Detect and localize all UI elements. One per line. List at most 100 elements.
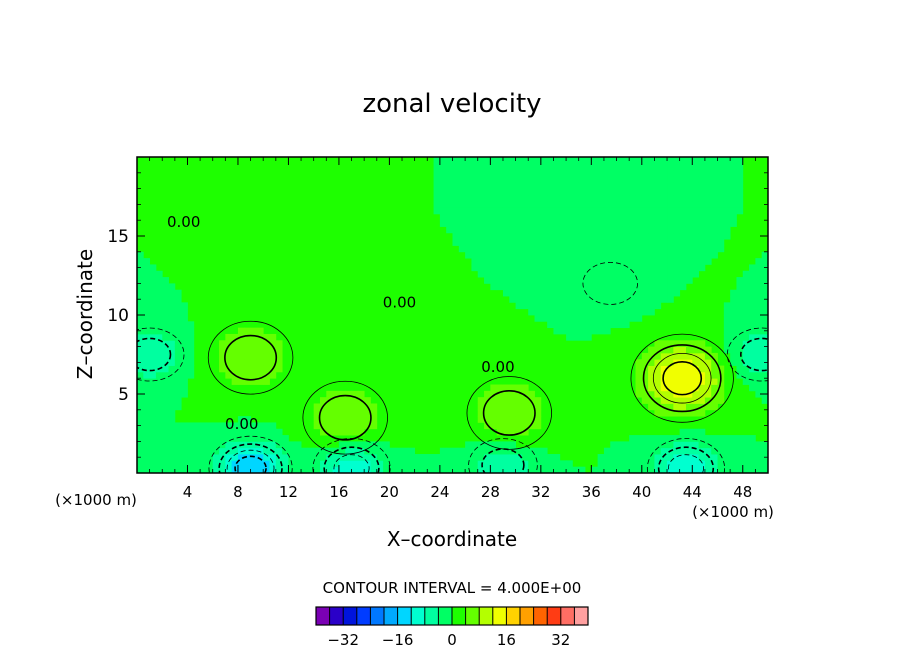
contour-cell <box>610 232 617 240</box>
contour-cell <box>616 264 624 272</box>
contour-cell <box>585 201 592 208</box>
contour-cell <box>761 346 768 354</box>
negative-contour <box>468 438 538 473</box>
contour-cell <box>736 169 744 177</box>
contour-cell <box>629 175 636 183</box>
contour-cell <box>616 194 624 202</box>
contour-cell <box>578 283 586 291</box>
colorbar-swatch <box>506 607 521 625</box>
contour-cell <box>704 447 712 455</box>
contour-cell <box>402 454 409 461</box>
contour-cell <box>679 466 687 473</box>
contour-cell <box>553 157 561 164</box>
contour-cell <box>717 194 725 202</box>
contour-cell <box>174 466 182 473</box>
contour-cell <box>534 308 542 316</box>
contour-cell <box>597 182 605 189</box>
contour-cell <box>237 422 245 430</box>
contour-cell <box>635 454 643 461</box>
contour-cell <box>528 194 535 202</box>
contour-cell <box>427 466 434 473</box>
contour-cell <box>673 201 681 208</box>
contour-cell <box>168 390 176 398</box>
contour-cell <box>761 460 768 468</box>
contour-cell <box>641 378 649 385</box>
contour-cell <box>597 226 605 234</box>
contour-cell <box>471 175 479 183</box>
contour-cell <box>622 283 630 291</box>
contour-cell <box>641 245 649 253</box>
contour-cell <box>742 340 750 347</box>
contour-cell <box>730 302 737 310</box>
contour-cell <box>749 340 756 347</box>
contour-cell <box>730 454 737 461</box>
contour-cell <box>496 169 504 177</box>
contour-cell <box>730 289 737 297</box>
contour-cell <box>534 175 542 183</box>
contour-cell <box>446 460 453 468</box>
contour-cell <box>635 447 643 455</box>
contour-cell <box>137 258 144 265</box>
contour-cell <box>465 157 472 164</box>
contour-cell <box>484 163 491 171</box>
positive-contour <box>482 390 536 436</box>
contour-cell <box>521 390 529 398</box>
contour-cell <box>616 466 624 473</box>
contour-cell <box>761 258 768 265</box>
contour-cell <box>521 428 529 436</box>
contour-cell <box>502 188 510 196</box>
contour-cell <box>528 239 535 246</box>
contour-cell <box>200 466 207 473</box>
contour-cell <box>446 201 453 208</box>
contour-cell <box>648 435 655 442</box>
contour-cell <box>471 264 479 272</box>
contour-cell <box>679 340 687 347</box>
contour-cell <box>143 302 151 310</box>
contour-cell <box>566 289 573 297</box>
contour-cell <box>237 359 245 366</box>
contour-cell <box>679 207 687 215</box>
contour-cell <box>471 201 479 208</box>
contour-cell <box>439 194 447 202</box>
contour-cell <box>370 466 378 473</box>
contour-cell <box>521 447 529 455</box>
contour-cell <box>515 188 523 196</box>
contour-cell <box>711 226 718 234</box>
contour-cell <box>465 175 472 183</box>
contour-cell <box>648 201 655 208</box>
contour-cell <box>484 194 491 202</box>
contour-cell <box>168 378 176 385</box>
contour-cell <box>477 232 485 240</box>
contour-cell <box>673 207 681 215</box>
y-axis-label: Z–coordinate <box>73 249 97 379</box>
contour-cell <box>597 213 605 221</box>
contour-cell <box>616 251 624 259</box>
contour-cell <box>484 245 491 253</box>
contour-cell <box>730 207 737 215</box>
contour-cell <box>502 245 510 253</box>
contour-cell <box>256 460 264 468</box>
contour-cell <box>679 213 687 221</box>
contour-cell <box>256 435 264 442</box>
contour-cell <box>244 454 251 461</box>
contour-cell <box>502 270 510 278</box>
contour-cell <box>168 403 176 411</box>
contour-cell <box>635 384 643 392</box>
contour-cell <box>326 454 334 461</box>
contour-cell <box>711 359 718 366</box>
contour-cell <box>338 441 346 449</box>
contour-cell <box>648 346 655 354</box>
contour-cell <box>446 220 453 227</box>
contour-cell <box>490 220 498 227</box>
contour-cell <box>484 416 491 423</box>
contour-cell <box>597 308 605 316</box>
contour-cell <box>616 188 624 196</box>
contour-cell <box>761 289 768 297</box>
contour-cell <box>730 182 737 189</box>
contour-cell <box>742 454 750 461</box>
contour-cell <box>648 447 655 455</box>
contour-cell <box>465 447 472 455</box>
contour-cell <box>704 188 712 196</box>
contour-cell <box>629 302 636 310</box>
contour-cell <box>679 163 687 171</box>
